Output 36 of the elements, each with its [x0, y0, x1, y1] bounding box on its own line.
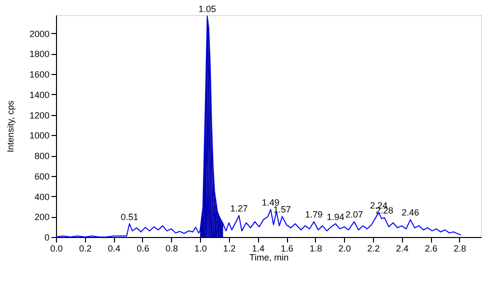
- x-tick-label: 0.2: [79, 244, 92, 254]
- y-tick-label: 1400: [29, 90, 50, 100]
- y-tick-label: 1200: [29, 110, 50, 120]
- annotation: 0.51: [120, 212, 138, 222]
- y-tick-label: 2000: [29, 28, 50, 39]
- y-tick-label: 200: [34, 212, 50, 222]
- x-tick-label: 2.0: [338, 244, 351, 254]
- y-axis-title: Intensity, cps: [5, 100, 16, 152]
- y-tick-label: 1600: [29, 70, 50, 80]
- y-tick-label: 1000: [29, 130, 50, 141]
- annotation: 1.27: [230, 204, 248, 214]
- x-tick-label: 0.8: [165, 244, 178, 254]
- x-tick-label: 0.6: [136, 244, 150, 254]
- x-tick-label: 1.2: [223, 244, 236, 254]
- y-tick-label: 600: [34, 171, 50, 182]
- x-tick-label: 2.8: [454, 244, 466, 254]
- y-tick-label: 800: [34, 151, 50, 162]
- x-tick-label: 2.4: [396, 244, 409, 254]
- annotation: 1.05: [198, 4, 216, 14]
- x-tick-label: 0.4: [108, 244, 120, 254]
- annotation: 2.46: [402, 208, 420, 218]
- x-tick-label: 0.0: [50, 244, 63, 254]
- x-tick-label: 1.6: [280, 244, 294, 254]
- y-tick-label: 1800: [29, 49, 50, 60]
- x-tick-label: 1.0: [194, 244, 207, 254]
- annotation: 1.94: [326, 212, 344, 222]
- x-tick-label: 1.8: [310, 244, 322, 254]
- annotation: 1.79: [305, 210, 323, 220]
- y-tick-label: 0: [44, 232, 50, 242]
- x-tick-label: 1.4: [252, 244, 264, 254]
- x-tick-label: 2.6: [424, 244, 438, 254]
- x-tick-label: 2.2: [367, 244, 380, 254]
- y-tick-label: 400: [34, 192, 50, 202]
- x-axis-title: Time, min: [249, 252, 289, 262]
- annotation: 1.57: [273, 204, 291, 215]
- annotation: 2.07: [345, 210, 363, 220]
